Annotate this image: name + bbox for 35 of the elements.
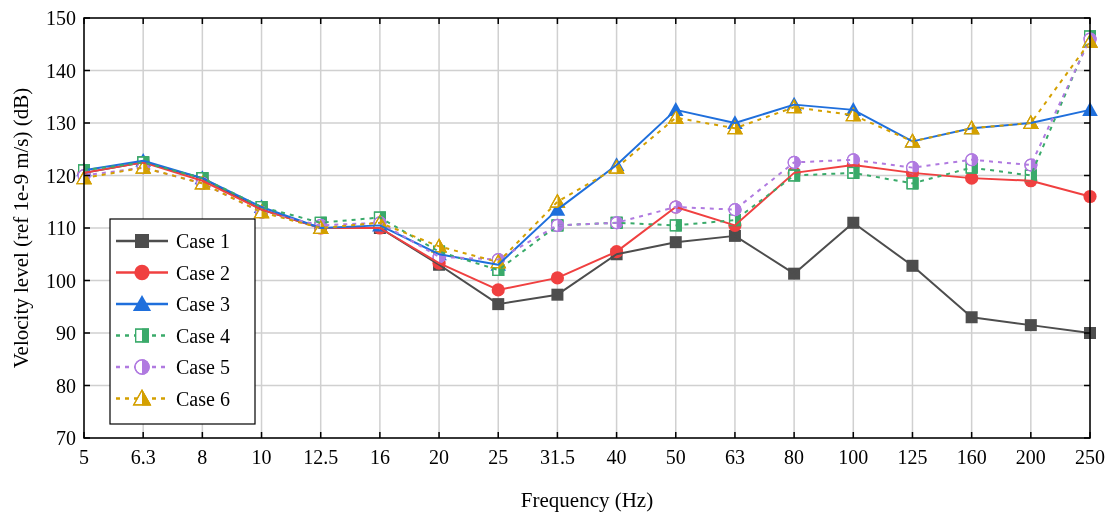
x-tick-label: 63 (724, 446, 745, 468)
legend-label: Case 5 (176, 356, 230, 378)
x-tick-label: 31.5 (539, 446, 575, 468)
x-tick-label: 5 (79, 446, 89, 468)
x-tick-label: 25 (488, 446, 509, 468)
legend-label: Case 4 (176, 324, 230, 347)
x-tick-label: 125 (897, 446, 928, 468)
legend-label: Case 3 (176, 293, 230, 315)
legend-label: Case 1 (176, 230, 230, 252)
y-tick-label: 150 (46, 7, 76, 29)
x-tick-label: 250 (1075, 446, 1105, 468)
y-tick-label: 100 (46, 269, 76, 292)
y-tick-label: 110 (46, 217, 76, 239)
y-tick-label: 80 (56, 374, 76, 397)
x-axis-title: Frequency (Hz) (520, 488, 654, 512)
y-tick-label: 140 (46, 59, 76, 82)
x-tick-label: 20 (429, 446, 450, 468)
legend-label: Case 6 (176, 387, 230, 410)
y-axis-title: Velocity level (ref 1e-9 m/s) (dB) (9, 87, 33, 369)
legend-label: Case 2 (176, 261, 230, 284)
x-tick-label: 10 (251, 446, 272, 468)
y-tick-label: 130 (46, 112, 76, 134)
y-tick-label: 90 (56, 322, 76, 344)
x-tick-label: 100 (838, 446, 869, 468)
x-tick-label: 50 (665, 446, 686, 468)
y-tick-label: 70 (56, 427, 76, 449)
x-tick-label: 16 (369, 446, 390, 468)
x-tick-label: 6.3 (130, 446, 156, 468)
x-tick-label: 160 (956, 446, 987, 468)
x-tick-label: 40 (606, 446, 627, 468)
x-tick-label: 12.5 (303, 446, 339, 468)
x-tick-label: 80 (784, 446, 805, 468)
y-tick-label: 120 (46, 164, 76, 187)
x-tick-label: 8 (197, 446, 208, 468)
x-tick-label: 200 (1015, 446, 1046, 468)
